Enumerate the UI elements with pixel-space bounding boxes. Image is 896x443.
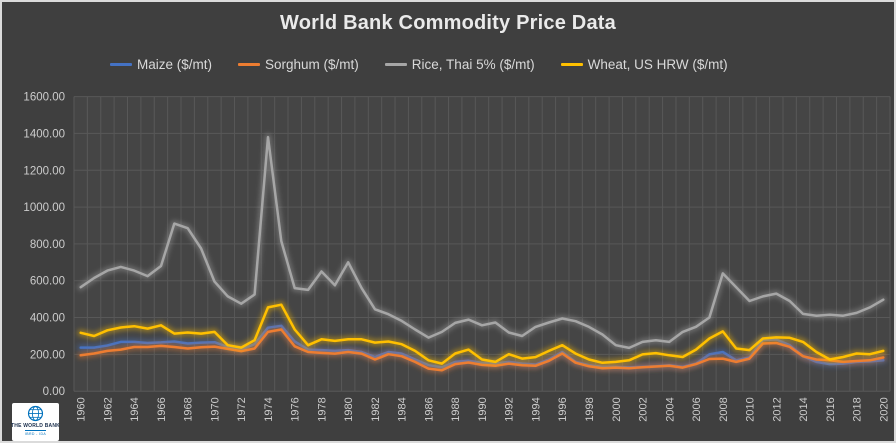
x-tick-label: 1996 [557,397,569,421]
chart-title: World Bank Commodity Price Data [280,12,616,34]
x-tick-label: 1960 [76,397,88,421]
x-tick-label: 2016 [825,397,837,421]
x-tick-label: 1968 [183,397,195,421]
x-tick-label: 2006 [691,397,703,421]
x-tick-label: 1974 [263,397,275,421]
x-tick-label: 1964 [129,397,141,421]
legend-label-sorghum: Sorghum ($/mt) [265,57,359,72]
x-tick-label: 1978 [316,397,328,421]
x-tick-label: 1986 [423,397,435,421]
world-bank-logo: THE WORLD BANK IBRD - IDA [11,403,60,441]
y-tick-label: 200.00 [30,349,65,361]
rice-line-marker-icon [384,63,407,66]
chart-legend: Maize ($/mt) Sorghum ($/mt) Rice, Thai 5… [110,57,728,72]
y-tick-label: 1600.00 [23,92,65,104]
series-line-rice [79,135,885,350]
x-tick-label: 1988 [450,397,462,421]
world-bank-globe-icon [27,405,44,422]
x-tick-label: 2012 [771,397,783,421]
x-tick-label: 1994 [531,397,543,421]
axis-labels: 0.00 200.00 400.00 600.00 800.00 1000.00 1200.… [23,92,890,422]
legend-label-wheat: Wheat, US HRW ($/mt) [587,57,728,72]
x-tick-label: 1980 [343,397,355,421]
x-tick-label: 1984 [397,397,409,421]
legend-item-sorghum: Sorghum ($/mt) [238,57,359,72]
x-tick-label: 2020 [878,397,890,421]
legend-item-wheat: Wheat, US HRW ($/mt) [560,57,728,72]
x-tick-label: 2002 [638,397,650,421]
legend-item-maize: Maize ($/mt) [110,57,212,72]
y-tick-label: 800.00 [30,239,65,251]
wheat-line-marker-icon [560,63,583,66]
x-tick-label: 2008 [718,397,730,421]
x-tick-label: 1982 [370,397,382,421]
y-tick-label: 0.00 [43,386,65,398]
maize-line-marker-icon [110,63,132,66]
world-bank-logo-subtext: IBRD - IDA [24,430,47,436]
legend-label-maize: Maize ($/mt) [137,57,213,72]
sorghum-line-marker-icon [238,63,261,66]
x-tick-label: 1966 [156,397,168,421]
x-tick-label: 2000 [611,397,623,421]
legend-item-rice: Rice, Thai 5% ($/mt) [384,57,535,72]
legend-label-rice: Rice, Thai 5% ($/mt) [411,57,535,72]
x-tick-label: 1970 [209,397,221,421]
x-tick-label: 2010 [745,397,757,421]
x-tick-label: 1990 [477,397,489,421]
world-bank-logo-text: THE WORLD BANK [11,423,60,429]
y-tick-label: 1400.00 [23,128,65,140]
x-tick-label: 1998 [584,397,596,421]
series-line-wheat [79,303,885,365]
x-tick-label: 1992 [504,397,516,421]
y-tick-label: 1200.00 [23,165,65,177]
y-tick-label: 600.00 [30,276,65,288]
x-tick-label: 2014 [798,397,810,421]
series-line-sorghum [79,328,885,372]
x-tick-label: 1962 [102,397,114,421]
y-tick-label: 1000.00 [23,202,65,214]
series-lines [77,133,887,374]
x-tick-label: 1976 [290,397,302,421]
x-tick-label: 2004 [664,397,676,421]
x-tick-label: 2018 [852,397,864,421]
x-tick-label: 1972 [236,397,248,421]
y-tick-label: 400.00 [30,313,65,325]
